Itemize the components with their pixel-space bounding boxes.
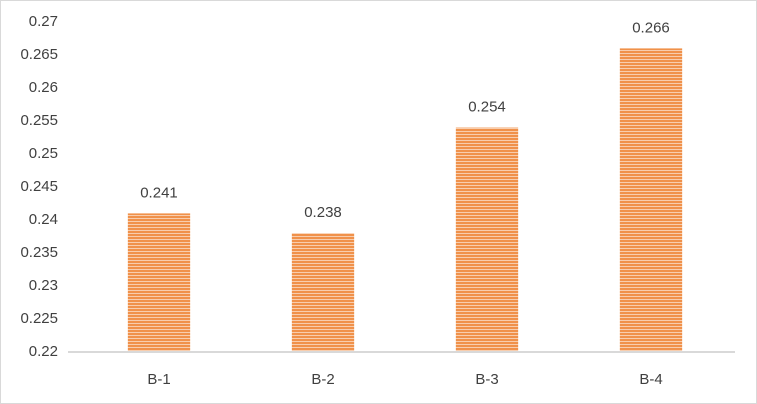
y-tick-label: 0.255 [20, 112, 58, 129]
y-tick-label: 0.25 [29, 145, 58, 162]
x-tick-label: B-1 [147, 371, 170, 388]
bar [291, 233, 355, 352]
data-label: 0.266 [632, 19, 670, 36]
data-label: 0.254 [468, 99, 506, 116]
y-tick-label: 0.265 [20, 46, 58, 63]
bar [127, 213, 191, 352]
y-tick-label: 0.235 [20, 244, 58, 261]
y-tick-label: 0.24 [29, 211, 58, 228]
y-tick-label: 0.23 [29, 277, 58, 294]
bar [455, 127, 519, 352]
y-tick-label: 0.225 [20, 310, 58, 327]
x-tick-label: B-4 [639, 371, 662, 388]
bar [619, 48, 683, 353]
y-tick-label: 0.26 [29, 79, 58, 96]
y-tick-label: 0.245 [20, 178, 58, 195]
y-tick-label: 0.27 [29, 13, 58, 30]
data-label: 0.241 [140, 184, 178, 201]
x-tick-label: B-2 [311, 371, 334, 388]
x-tick-label: B-3 [475, 371, 498, 388]
data-label: 0.238 [304, 204, 342, 221]
y-tick-label: 0.22 [29, 343, 58, 360]
